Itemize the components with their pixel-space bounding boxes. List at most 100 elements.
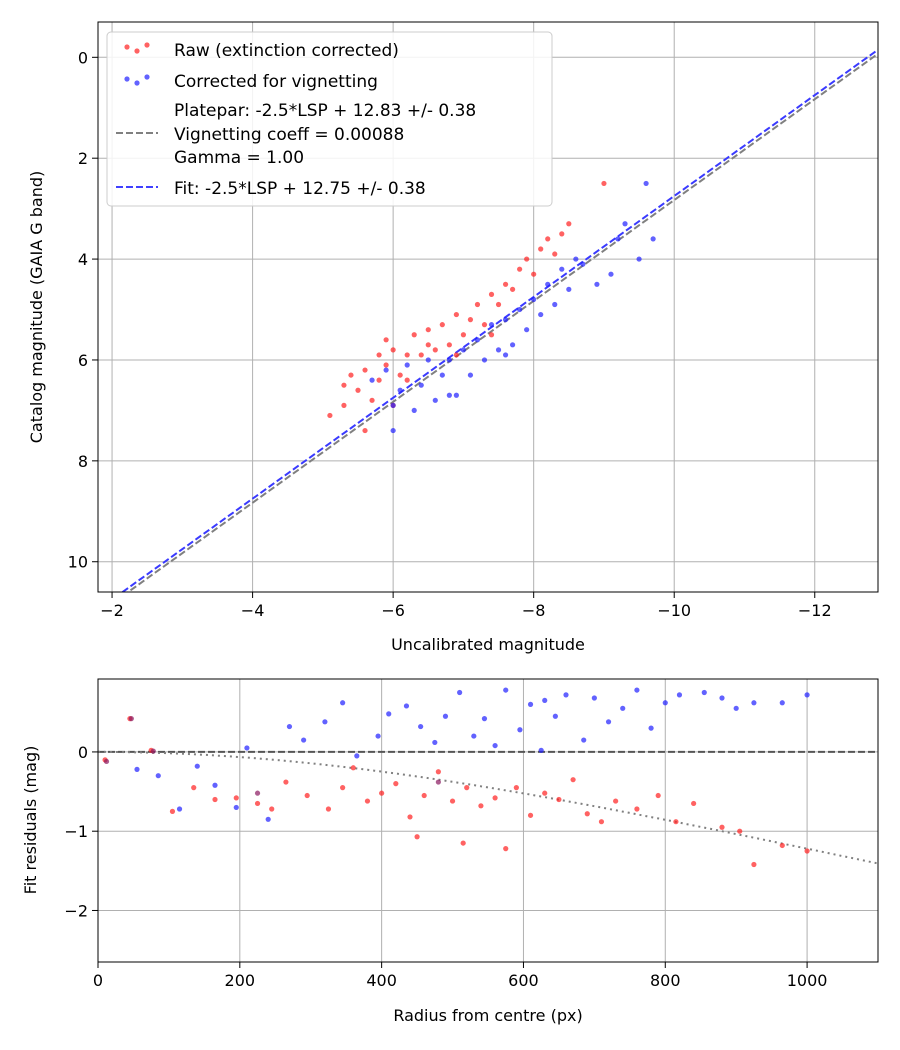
bottom-point-series-0 xyxy=(449,798,456,804)
bottom-point-series-0 xyxy=(613,798,619,804)
top-point-series-0 xyxy=(460,332,467,338)
legend-label-platepar-line1: Platepar: -2.5*LSP + 12.83 +/- 0.38 xyxy=(174,101,476,121)
top-point-series-1 xyxy=(608,271,614,277)
top-point-series-1 xyxy=(531,296,537,303)
bottom-point-series-1 xyxy=(340,700,346,706)
bottom-point-series-2 xyxy=(435,779,441,785)
top-point-series-0 xyxy=(341,402,347,408)
bottom-point-series-1 xyxy=(581,737,587,743)
top-point-series-0 xyxy=(502,281,509,287)
top-y-tick-label: 10 xyxy=(68,553,88,572)
bottom-point-series-1 xyxy=(662,700,668,706)
top-point-series-0 xyxy=(488,291,495,297)
bottom-point-series-0 xyxy=(542,790,548,796)
bottom-point-series-1 xyxy=(527,701,534,707)
bottom-point-series-0 xyxy=(233,795,239,801)
top-fit-lines xyxy=(120,48,878,592)
bottom-x-tick-label: 1000 xyxy=(787,971,828,990)
top-point-series-0 xyxy=(601,180,607,187)
bottom-point-series-0 xyxy=(191,785,197,791)
residuals-scatter-chart: 0 200 400 600 800 1000 0 −1 −2 Radius from centr… xyxy=(21,678,879,1025)
bottom-point-series-0 xyxy=(655,792,661,799)
top-x-tick-label: −2 xyxy=(100,601,124,620)
bottom-point-series-0 xyxy=(584,811,590,817)
legend-marker-raw-2 xyxy=(124,44,130,50)
top-point-series-0 xyxy=(439,322,445,328)
bottom-axis-ticks: 0 200 400 600 800 1000 0 −1 −2 xyxy=(64,743,827,990)
legend-box xyxy=(106,31,553,207)
top-point-series-1 xyxy=(524,327,530,333)
top-point-series-1 xyxy=(502,352,509,358)
top-point-series-0 xyxy=(362,427,368,434)
top-point-series-0 xyxy=(509,286,516,292)
bottom-point-series-0 xyxy=(527,812,534,818)
legend-marker-corrected xyxy=(134,80,140,86)
bottom-point-series-0 xyxy=(737,828,743,834)
bottom-y-tick-label: −1 xyxy=(64,822,88,841)
legend-marker-corrected-2 xyxy=(124,76,130,82)
bottom-point-series-1 xyxy=(432,739,438,746)
top-point-series-1 xyxy=(538,311,544,318)
top-point-series-1 xyxy=(467,372,474,378)
legend-marker-raw-3 xyxy=(144,42,150,48)
bottom-point-series-1 xyxy=(492,742,498,749)
bottom-point-series-0 xyxy=(364,798,371,804)
top-point-series-1 xyxy=(509,342,516,348)
top-point-series-1 xyxy=(446,357,452,363)
top-point-series-0 xyxy=(467,317,474,323)
top-point-series-0 xyxy=(453,352,459,358)
top-y-tick-label: 8 xyxy=(78,452,88,471)
top-point-series-1 xyxy=(474,337,481,343)
bottom-y-tick-label: 0 xyxy=(78,743,88,762)
top-line-platepar xyxy=(126,52,878,592)
bottom-point-series-2 xyxy=(128,716,134,722)
top-point-series-0 xyxy=(404,352,410,358)
bottom-point-series-0 xyxy=(304,792,310,799)
top-point-series-0 xyxy=(538,246,544,252)
bottom-point-series-1 xyxy=(457,689,463,696)
top-point-series-0 xyxy=(566,221,572,227)
bottom-point-series-0 xyxy=(503,846,509,852)
bottom-point-series-1 xyxy=(733,705,739,711)
bottom-point-series-1 xyxy=(286,723,293,730)
top-point-series-0 xyxy=(552,251,558,257)
bottom-point-series-1 xyxy=(265,816,271,822)
bottom-point-series-0 xyxy=(673,819,679,825)
top-point-series-1 xyxy=(580,261,586,267)
top-point-series-1 xyxy=(481,357,488,363)
top-point-series-1 xyxy=(439,372,445,378)
top-point-series-1 xyxy=(369,377,375,383)
legend-label-fit: Fit: -2.5*LSP + 12.75 +/- 0.38 xyxy=(174,179,426,199)
magnitude-scatter-chart: −2 −4 −6 −8 −10 −12 0 2 4 6 8 10 Uncalibrated magni… xyxy=(27,21,879,654)
legend: Raw (extinction corrected) Corrected for… xyxy=(106,31,553,207)
top-point-series-0 xyxy=(327,412,333,419)
legend-marker-corrected-3 xyxy=(144,74,150,80)
top-point-series-1 xyxy=(559,266,565,272)
bottom-point-series-1 xyxy=(134,766,140,772)
bottom-point-series-1 xyxy=(751,700,757,706)
bottom-point-series-0 xyxy=(414,834,420,840)
top-point-series-0 xyxy=(474,301,481,308)
bottom-point-series-0 xyxy=(340,785,346,791)
bottom-point-series-0 xyxy=(556,796,562,803)
bottom-point-series-0 xyxy=(269,806,275,812)
top-point-series-0 xyxy=(524,256,530,262)
top-x-tick-label: −12 xyxy=(798,601,832,620)
top-point-series-0 xyxy=(383,337,389,343)
top-x-tick-label: −4 xyxy=(241,601,265,620)
legend-label-corrected: Corrected for vignetting xyxy=(174,72,378,92)
top-point-series-1 xyxy=(566,286,572,292)
top-scatter-points xyxy=(327,180,656,434)
top-point-series-1 xyxy=(425,357,431,363)
top-point-series-1 xyxy=(502,317,509,323)
top-line-fit xyxy=(120,48,878,592)
top-point-series-0 xyxy=(446,342,452,348)
bottom-point-series-0 xyxy=(435,769,441,775)
bottom-point-series-1 xyxy=(354,753,360,759)
bottom-point-series-0 xyxy=(464,785,470,791)
top-x-tick-label: −8 xyxy=(522,601,546,620)
bottom-point-series-1 xyxy=(403,703,410,709)
bottom-point-series-0 xyxy=(719,824,725,830)
top-point-series-1 xyxy=(622,221,628,227)
